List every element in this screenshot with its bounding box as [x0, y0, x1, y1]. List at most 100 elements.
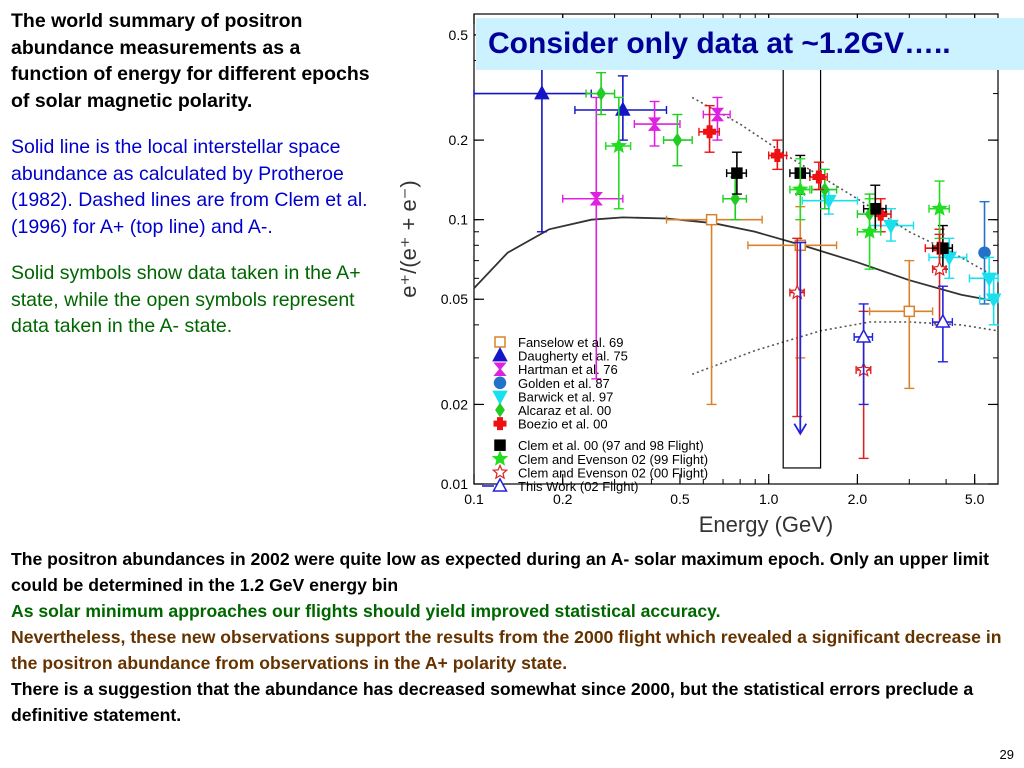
- data-point: [770, 148, 784, 162]
- legend-marker: [495, 402, 505, 418]
- x-tick-label: 0.5: [670, 491, 690, 507]
- legend-item: Boezio et al. 00: [493, 417, 608, 432]
- legend-marker: [493, 362, 507, 376]
- x-tick-label: 0.1: [464, 491, 484, 507]
- data-point: [647, 117, 662, 131]
- bottom-line-1: The positron abundances in 2002 were qui…: [11, 549, 989, 595]
- data-point: [789, 284, 806, 300]
- series-8: [605, 96, 950, 270]
- legend-marker: [494, 336, 506, 348]
- legend-item: Golden et al. 87: [493, 376, 610, 391]
- solid-line-text: Solid line is the local interstellar spa…: [11, 136, 368, 238]
- data-point: [883, 219, 899, 235]
- bottom-text: The positron abundances in 2002 were qui…: [11, 546, 1021, 728]
- x-tick-label: 0.2: [553, 491, 573, 507]
- legend-item: This Work (02 Flight): [482, 477, 638, 494]
- legend-label: Golden et al. 87: [518, 376, 610, 391]
- data-point: [792, 181, 809, 197]
- symbols-text: Solid symbols show data taken in the A+ …: [11, 262, 361, 337]
- data-point: [985, 293, 1002, 308]
- x-tick-label: 5.0: [965, 491, 985, 507]
- summary-text: The world summary of positron abundance …: [11, 10, 370, 112]
- data-point: [855, 328, 872, 343]
- data-point: [981, 272, 997, 287]
- legend-item: Clem and Evenson 02 (00 Flight): [491, 463, 708, 480]
- data-point: [869, 202, 882, 215]
- series-10: [793, 241, 954, 436]
- legend-item: Hartman et al. 76: [493, 362, 618, 377]
- legend-marker: [492, 477, 508, 492]
- y-tick-label: 0.05: [441, 291, 468, 307]
- data-point: [812, 170, 826, 184]
- legend-marker: [492, 347, 508, 362]
- y-tick-label: 0.1: [449, 212, 469, 228]
- legend-item: Fanselow et al. 69: [494, 335, 624, 350]
- data-point: [534, 84, 550, 100]
- legend-item: Clem et al. 00 (97 and 98 Flight): [494, 438, 704, 453]
- curve-line: [691, 321, 999, 376]
- data-point: [819, 182, 830, 197]
- series-4: [801, 188, 1002, 326]
- legend-label: Fanselow et al. 69: [518, 335, 624, 350]
- x-tick-label: 2.0: [848, 491, 868, 507]
- sidebar-text: The world summary of positron abundance …: [11, 8, 379, 360]
- series-9: [789, 233, 948, 460]
- legend-label: Clem and Evenson 02 (00 Flight): [518, 465, 708, 480]
- legend-label: Hartman et al. 76: [518, 362, 618, 377]
- curve-line: [473, 216, 999, 303]
- data-point: [731, 167, 743, 179]
- legend-label: Clem and Evenson 02 (99 Flight): [518, 452, 708, 467]
- data-point: [931, 260, 948, 277]
- legend-marker: [493, 376, 507, 390]
- legend-marker: [491, 450, 509, 466]
- series-3: [978, 200, 991, 305]
- legend-marker: [492, 390, 508, 405]
- positron-chart: 0.1 0.2 0.5 1.0 2.0 5.0 0.5 0.2 0.1 0.05 0.02 0.01 E…: [396, 13, 1002, 537]
- legend-label: This Work (02 Flight): [518, 479, 638, 494]
- legend-label: Daugherty et al. 75: [518, 349, 628, 364]
- data-point: [672, 132, 683, 148]
- legend-label: Barwick et al. 97: [518, 389, 613, 404]
- data-point: [589, 192, 603, 206]
- highlight-box: [782, 65, 822, 469]
- callout-banner: Consider only data at ~1.2GV…..: [476, 18, 1024, 70]
- series-1: [473, 46, 668, 233]
- y-axis-label: e⁺/(e⁺ + e⁻): [396, 180, 421, 297]
- data-point: [610, 137, 628, 153]
- legend-marker: [494, 439, 506, 451]
- legend-item: Barwick et al. 97: [492, 389, 613, 405]
- legend-marker: [491, 463, 509, 480]
- bottom-line-2: As solar minimum approaches our flights …: [11, 601, 721, 621]
- y-tick-label: 0.5: [449, 27, 469, 43]
- legend-label: Alcaraz et al. 00: [518, 403, 611, 418]
- x-axis-label: Energy (GeV): [699, 512, 834, 537]
- data-point: [730, 191, 741, 207]
- data-point: [941, 251, 958, 266]
- legend-label: Clem et al. 00 (97 and 98 Flight): [518, 438, 704, 453]
- series-2: [562, 96, 731, 380]
- legend-item: Daugherty et al. 75: [492, 347, 628, 364]
- page-number: 29: [999, 747, 1014, 762]
- data-point: [978, 246, 991, 259]
- data-point: [705, 213, 718, 226]
- data-point: [937, 242, 949, 254]
- y-tick-label: 0.02: [441, 396, 468, 412]
- data-point: [596, 86, 607, 101]
- series-7: [725, 151, 954, 270]
- upper-limit-arrow: [793, 423, 808, 436]
- data-point: [861, 223, 878, 239]
- data-point: [935, 313, 951, 328]
- y-tick-label: 0.2: [449, 132, 469, 148]
- data-point: [710, 107, 725, 122]
- data-point: [903, 305, 916, 318]
- legend-marker: [493, 417, 507, 431]
- legend-item: Alcaraz et al. 00: [495, 402, 611, 418]
- data-point: [931, 200, 948, 216]
- bottom-line-3: Nevertheless, these new observations sup…: [11, 627, 1002, 673]
- legend-item: Clem and Evenson 02 (99 Flight): [491, 450, 708, 467]
- data-point: [615, 101, 631, 116]
- plot-frame: [473, 13, 999, 485]
- data-point: [821, 194, 837, 210]
- x-tick-label: 1.0: [759, 491, 779, 507]
- legend-label: Boezio et al. 00: [518, 417, 608, 432]
